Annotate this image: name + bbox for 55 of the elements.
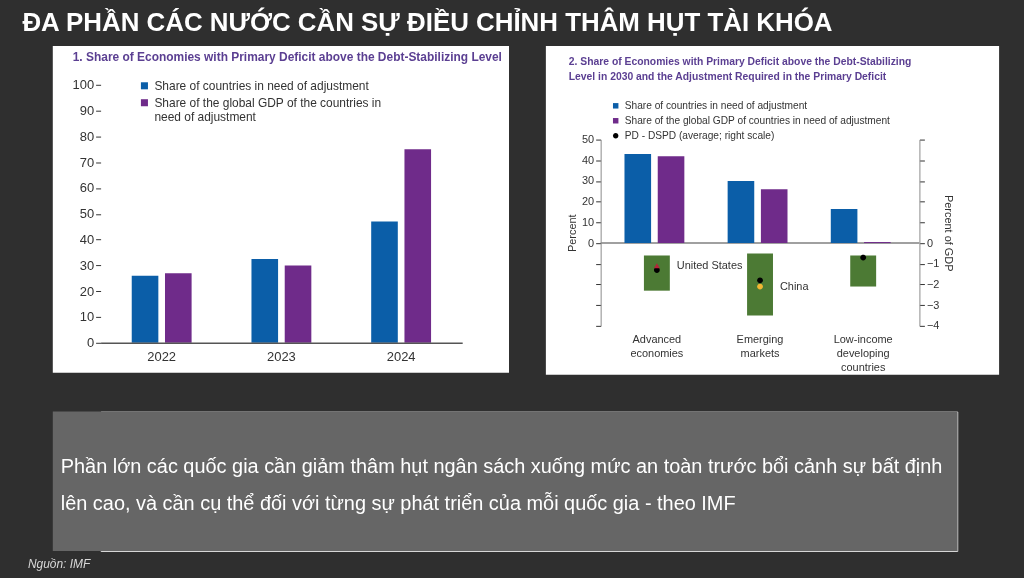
y-tick-label: 70	[79, 154, 95, 170]
legend-label: Share of countries in need of adjustment	[624, 99, 808, 111]
y-tick-label: 30	[79, 257, 95, 273]
y-axis-title: Percent	[566, 214, 579, 253]
series-label: United States	[676, 258, 743, 271]
text: Phần lớn các quốc gia cần giảm thâm hụt ngân sách xuống mức an toàn trước bổi cảnh sự bất định lên cao, và cần cụ thể đối với từng sự phát triển của mỗi quốc gia - theo IMF	[60, 455, 943, 515]
y-tick-label: 60	[79, 180, 95, 196]
bar	[657, 156, 685, 244]
bar	[165, 273, 192, 343]
text: Nguồn: IMF	[27, 556, 91, 571]
series-label: China	[779, 279, 810, 292]
y-tick-label: 90	[79, 103, 95, 119]
y-tick-label: 50	[79, 206, 95, 222]
y-tick-label: 100	[72, 77, 95, 93]
bar	[727, 180, 755, 244]
y-tick-label: 40	[582, 153, 595, 166]
y-tick-label: 20	[79, 283, 95, 299]
bar	[251, 258, 279, 343]
y2-axis-title: Percent of GDP	[943, 194, 956, 272]
chart-title: 1. Share of Economies with Primary Deficit above the Debt-Stabilizing Level	[72, 49, 502, 64]
y-tick-label: 40	[79, 232, 95, 248]
bar	[624, 154, 652, 244]
bar	[371, 221, 398, 343]
y2-tick-label: −1	[926, 257, 940, 270]
x-tick-label: Advanced economies	[630, 333, 684, 359]
x-tick-label: Emerging markets	[736, 333, 784, 359]
bar	[830, 208, 858, 244]
legend-label: Share of the global GDP of countries in need of adjustment	[624, 114, 891, 126]
y-tick-label: 0	[588, 236, 595, 249]
y-tick-label: 0	[86, 335, 95, 351]
y2-tick-label: −4	[926, 319, 940, 332]
y-tick-label: 80	[79, 128, 95, 144]
text: ĐA PHẦN CÁC NƯỚC CẦN SỰ ĐIỀU CHỈNH THÂM HỤT TÀI KHÓA	[22, 6, 833, 36]
point	[860, 254, 867, 261]
x-tick-label: 2022	[147, 349, 177, 365]
y-tick-label: 50	[582, 133, 595, 146]
x-tick-label: 2024	[386, 349, 416, 365]
y2-tick-label: −2	[926, 277, 940, 290]
y-tick-label: 30	[582, 174, 595, 187]
legend-label: Share of countries in need of adjustment	[154, 78, 370, 93]
y-tick-label: 20	[582, 195, 595, 208]
y-tick-label: 10	[79, 309, 95, 325]
y2-tick-label: −3	[926, 298, 940, 311]
legend-label: Share of the global GDP of the countries in need of adjustment	[154, 95, 382, 124]
bar	[404, 149, 432, 343]
point	[757, 277, 763, 284]
y2-tick-label: 0	[926, 236, 933, 249]
bar	[284, 265, 312, 343]
chart-title: 2. Share of Economies with Primary Deficit above the Debt-Stabilizing Level in 2030 and the Adjustment Required in the Primary Deficit	[568, 55, 912, 82]
legend-label: PD - DSPD (average; right scale)	[624, 129, 775, 141]
y-tick-label: 10	[582, 215, 595, 228]
x-tick-label: Low-income developing countries	[833, 333, 893, 373]
x-tick-label: 2023	[267, 349, 296, 365]
bar	[131, 275, 159, 343]
bar	[760, 189, 788, 244]
